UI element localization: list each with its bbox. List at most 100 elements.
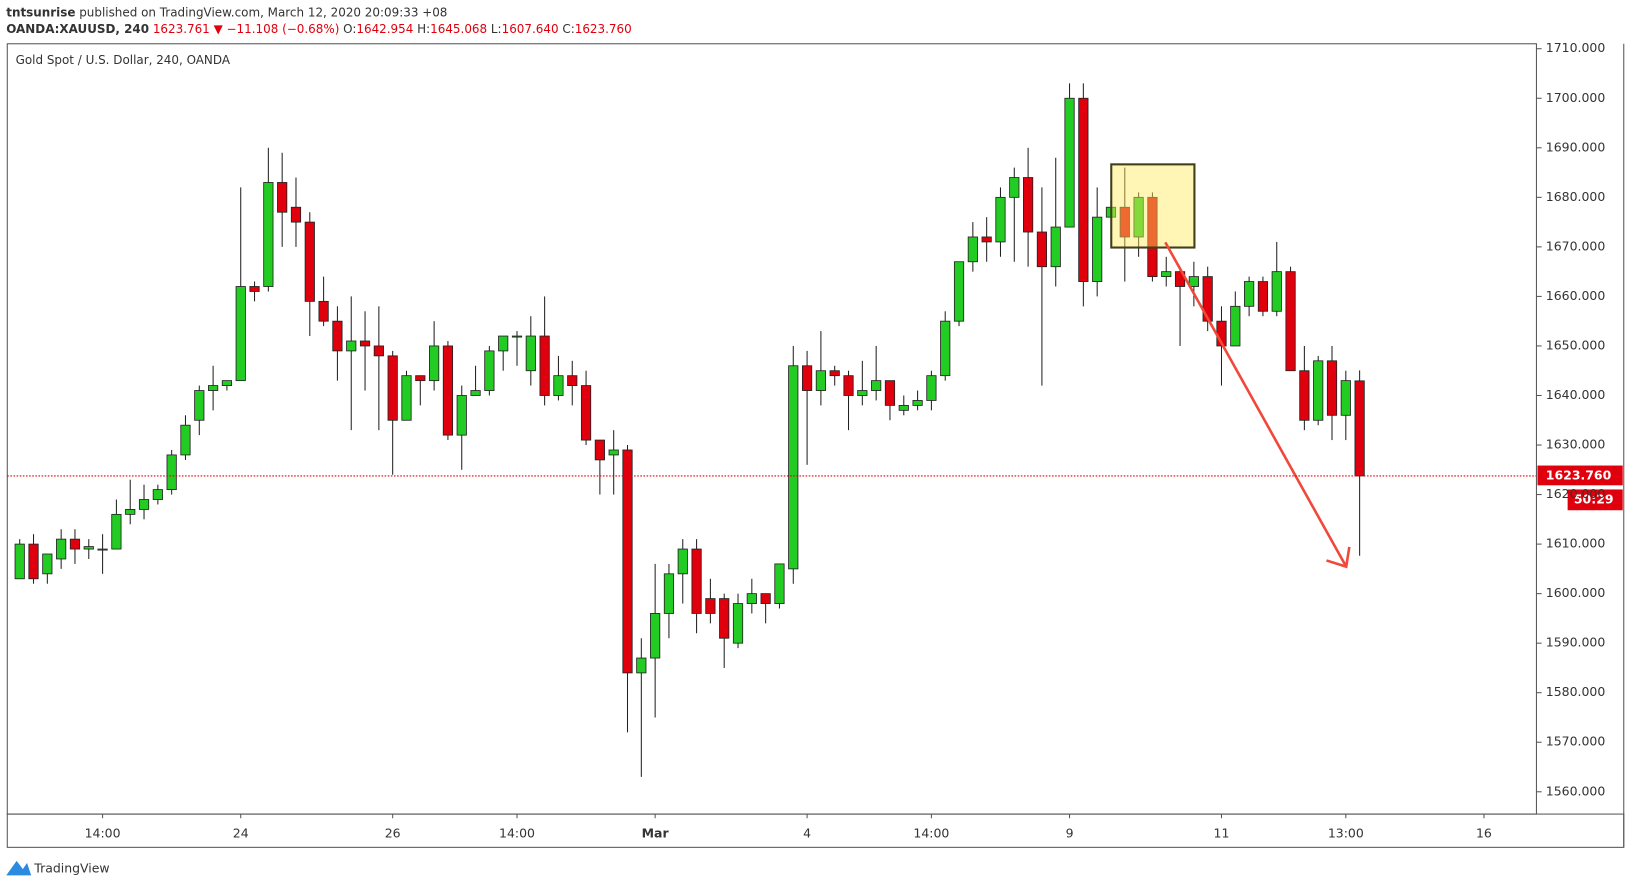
ohlc-value: 1623.760 — [575, 22, 632, 36]
candle-body — [746, 593, 757, 604]
candle-body — [1313, 360, 1324, 421]
x-tick-label: 14:00 — [499, 825, 535, 840]
candle-body — [705, 598, 716, 614]
candle-body — [553, 375, 564, 396]
candle-body — [1202, 276, 1213, 322]
candle-body — [760, 593, 771, 604]
candle-body — [525, 335, 536, 372]
x-tick-label: 14:00 — [913, 825, 949, 840]
candle-body — [622, 449, 633, 674]
y-tick-label: 1700.000 — [1546, 90, 1606, 105]
candle-body — [788, 365, 799, 570]
candle-body — [111, 513, 122, 550]
y-tick-label: 1680.000 — [1546, 189, 1606, 204]
candle-body — [1257, 281, 1269, 312]
candle-body — [83, 546, 94, 550]
x-tick-label: Mar — [642, 825, 670, 840]
candle-body — [1161, 271, 1172, 278]
x-tick-label: 13:00 — [1328, 825, 1364, 840]
y-tick-label: 1580.000 — [1546, 684, 1606, 699]
candle-body — [152, 489, 163, 500]
y-tick-label: 1670.000 — [1546, 238, 1606, 253]
candle-body — [1050, 226, 1061, 268]
candle-body — [1009, 177, 1020, 198]
candle-body — [28, 543, 39, 580]
candle-body — [594, 439, 605, 461]
candle-body — [56, 538, 67, 560]
published: published on TradingView.com, March 12, … — [79, 5, 447, 19]
candle-body — [1285, 271, 1296, 372]
candle-body — [871, 380, 882, 391]
candle-body — [1340, 380, 1351, 416]
candle-body — [332, 320, 343, 352]
candle-body — [1326, 360, 1338, 416]
candle-body — [208, 385, 219, 391]
candle-body — [346, 340, 357, 352]
ohlc-value: 1645.068 — [430, 22, 487, 36]
candle-body — [857, 390, 868, 396]
ohlc-value: 1642.954 — [356, 22, 413, 36]
header-line-2: OANDA:XAUUSD, 240 1623.761 ▼ −11.108 (−0… — [6, 22, 631, 36]
candle-body — [774, 563, 785, 604]
candle-body — [1036, 231, 1048, 268]
candle-body — [235, 286, 246, 382]
author: tntsunrise — [6, 5, 75, 19]
last-price: 1623.761 — [153, 22, 210, 36]
countdown: 50:29 — [1574, 491, 1614, 506]
candle-body — [1092, 216, 1103, 282]
ohlc-key: H: — [417, 22, 430, 36]
candle-body — [125, 509, 136, 515]
x-tick-label: 9 — [1066, 825, 1074, 840]
y-tick-label: 1570.000 — [1546, 734, 1606, 749]
header-line-1: tntsunrise published on TradingView.com,… — [6, 5, 447, 19]
x-tick-label: 4 — [803, 825, 811, 840]
candle-body — [1230, 305, 1241, 347]
candle-body — [843, 375, 854, 396]
candle-body — [884, 380, 896, 406]
candle-body — [1078, 97, 1089, 282]
candle-body — [69, 538, 81, 550]
candle-body — [1299, 370, 1310, 421]
candle-body — [829, 370, 840, 377]
candle-body — [290, 206, 302, 223]
price-label-box — [1537, 465, 1623, 486]
candle-body — [221, 380, 233, 386]
candle-body — [387, 355, 398, 421]
candles — [14, 83, 1365, 777]
candle-body — [318, 300, 329, 322]
candle-body — [401, 375, 412, 421]
candle-body — [967, 236, 978, 263]
candle-body — [415, 375, 426, 382]
candle-body — [42, 553, 53, 575]
candle-body — [429, 345, 440, 382]
x-tick-label: 16 — [1476, 825, 1492, 840]
arrow-line — [1164, 241, 1348, 568]
candle-body — [498, 335, 509, 352]
price-overlay: 1623.760 50:29 — [7, 465, 1623, 511]
candle-body — [456, 395, 467, 436]
x-tick-label: 11 — [1214, 825, 1230, 840]
candle-body — [484, 350, 495, 391]
logo-icon — [6, 860, 32, 876]
candle-body — [1133, 196, 1144, 238]
ohlc-key: L: — [491, 22, 502, 36]
brand-name: TradingView — [33, 861, 109, 876]
candle-body — [926, 375, 937, 401]
y-tick-label: 1560.000 — [1546, 783, 1606, 798]
brand-logo: TradingView — [6, 860, 110, 876]
candle-body — [1271, 271, 1282, 312]
candle-body — [180, 424, 191, 456]
candle-body — [953, 261, 965, 322]
candle-body — [511, 335, 523, 338]
y-tick-label: 1620.000 — [1546, 486, 1606, 501]
y-tick-label: 1660.000 — [1546, 288, 1606, 303]
y-tick-label: 1600.000 — [1546, 585, 1606, 600]
candle-body — [691, 548, 702, 614]
candle-body — [1244, 281, 1255, 307]
candle-body — [249, 286, 260, 292]
candle-body — [263, 182, 274, 287]
candle-body — [995, 196, 1006, 243]
candle-body — [14, 543, 25, 580]
y-tick-label: 1590.000 — [1546, 635, 1606, 650]
